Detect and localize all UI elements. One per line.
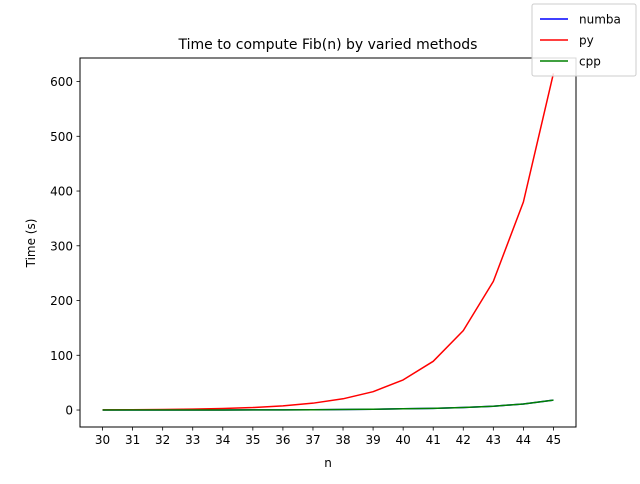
y-tick-label: 200 (50, 294, 73, 308)
plot-area-frame (79, 57, 577, 428)
y-axis-label: Time (s) (24, 219, 38, 269)
x-axis-label: n (324, 456, 332, 470)
x-tick-label: 45 (546, 433, 561, 447)
legend-label-numba: numba (579, 13, 621, 27)
x-tick-label: 30 (95, 433, 110, 447)
y-tick-label: 100 (50, 349, 73, 363)
series-line-py (102, 73, 555, 411)
y-tick-label: 400 (50, 185, 73, 199)
x-tick-label: 32 (155, 433, 170, 447)
x-tick-label: 39 (365, 433, 380, 447)
x-tick-label: 38 (335, 433, 350, 447)
x-tick-label: 34 (215, 433, 230, 447)
legend-label-py: py (579, 34, 594, 48)
x-tick-label: 44 (516, 433, 531, 447)
x-tick-label: 31 (125, 433, 140, 447)
x-tick-label: 33 (185, 433, 200, 447)
x-tick-label: 41 (426, 433, 441, 447)
x-tick-label: 36 (275, 433, 290, 447)
x-axis: 30 31 32 33 34 35 36 37 38 39 40 41 42 43 44 45 (95, 427, 561, 447)
legend-box (531, 3, 637, 77)
legend-label-cpp: cpp (579, 55, 601, 69)
y-tick-label: 600 (50, 75, 73, 89)
chart-title: Time to compute Fib(n) by varied methods (178, 37, 478, 53)
x-tick-label: 35 (245, 433, 260, 447)
x-tick-label: 37 (305, 433, 320, 447)
legend: numba py cpp (531, 3, 637, 77)
x-tick-label: 42 (456, 433, 471, 447)
x-tick-label: 43 (486, 433, 501, 447)
x-tick-label: 40 (396, 433, 411, 447)
y-tick-label: 500 (50, 130, 73, 144)
series-line-cpp (102, 399, 554, 411)
y-tick-label: 0 (65, 404, 73, 418)
series-layer (102, 73, 555, 411)
y-axis: 0 100 200 300 400 500 600 (50, 75, 80, 418)
y-tick-label: 300 (50, 239, 73, 253)
